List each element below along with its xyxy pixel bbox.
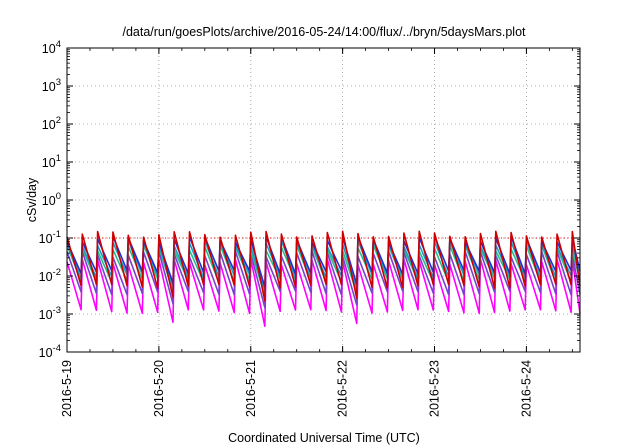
series-line [66, 230, 581, 302]
x-tick-labels: 2016-5-19 2016-5-20 2016-5-21 2016-5-22 2016… [60, 360, 533, 417]
x-tick-label: 2016-5-19 [60, 360, 74, 417]
x-tick-label: 2016-5-20 [152, 360, 166, 417]
x-tick-label: 2016-5-23 [428, 360, 442, 417]
y-tick-label: 10-2 [39, 267, 61, 284]
y-tick-label: 10-4 [39, 343, 61, 360]
y-tick-label: 101 [42, 153, 61, 170]
grid [66, 48, 580, 352]
y-tick-label: 104 [42, 39, 61, 56]
axis-ticks [66, 47, 580, 353]
series-layer [66, 230, 581, 328]
y-tick-label: 10-3 [39, 305, 61, 322]
y-tick-label: 102 [42, 115, 61, 132]
y-tick-label: 100 [42, 191, 61, 208]
y-tick-label: 10-1 [39, 229, 61, 246]
y-tick-label: 103 [42, 77, 61, 94]
x-tick-label: 2016-5-22 [336, 360, 350, 417]
y-axis-label: cSv/day [25, 177, 39, 222]
x-tick-label: 2016-5-24 [519, 360, 533, 417]
x-tick-label: 2016-5-21 [244, 360, 258, 417]
y-tick-labels: 10-4 10-3 10-2 10-1 100 101 102 103 104 [39, 39, 61, 360]
x-axis-label: Coordinated Universal Time (UTC) [228, 431, 420, 445]
chart-title: /data/run/goesPlots/archive/2016-05-24/1… [122, 25, 526, 39]
series-line [66, 258, 581, 328]
